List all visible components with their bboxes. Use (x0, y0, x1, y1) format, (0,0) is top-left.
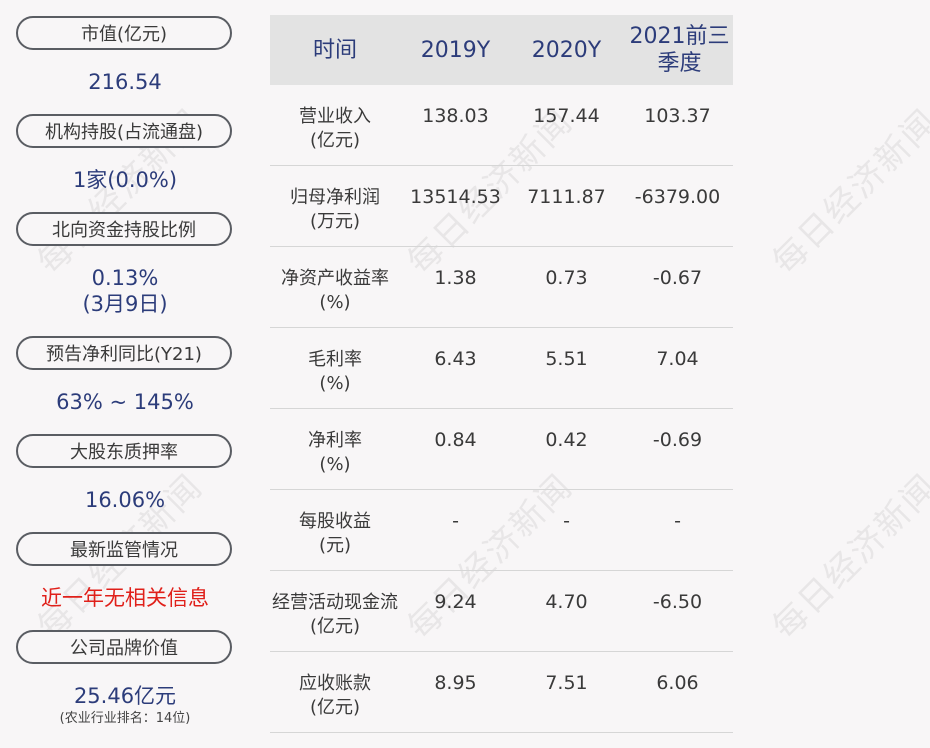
table-row: 净利率 (%) 0.84 0.42 -0.69 (270, 409, 733, 490)
northbound-holding-date: (3月9日) (82, 292, 168, 316)
table-cell: 103.37 (644, 105, 711, 127)
row-label-name: 毛利率 (308, 349, 362, 370)
row-label-name: 经营活动现金流 (272, 592, 398, 613)
row-label: 归母净利润 (万元) (270, 186, 400, 234)
row-label: 经营活动现金流 (亿元) (270, 591, 400, 639)
row-label: 营业收入 (亿元) (270, 105, 400, 153)
row-label-unit: (亿元) (309, 697, 361, 718)
table-row: 每股收益 (元) - - - (270, 490, 733, 571)
table-row: 经营活动现金流 (亿元) 9.24 4.70 -6.50 (270, 571, 733, 652)
table-cell: - (563, 510, 570, 532)
pledge-ratio-label: 大股东质押率 (16, 434, 232, 468)
row-label-unit: (%) (319, 373, 351, 394)
table-cell: 9.24 (434, 591, 477, 613)
northbound-holding-value: 0.13% (91, 266, 159, 290)
table-row: 净资产收益率 (%) 1.38 0.73 -0.67 (270, 247, 733, 328)
row-label: 毛利率 (%) (270, 348, 400, 396)
institutional-holding-label: 机构持股(占流通盘) (16, 114, 232, 148)
header-time: 时间 (312, 37, 357, 63)
row-label-name: 净利率 (308, 430, 362, 451)
row-label-unit: (亿元) (309, 616, 361, 637)
profit-forecast-label: 预告净利同比(Y21) (16, 336, 232, 370)
table-cell: 138.03 (422, 105, 489, 127)
row-label: 每股收益 (元) (270, 510, 400, 558)
table-cell: - (452, 510, 459, 532)
table-header: 时间 2019Y 2020Y 2021前三季度 (270, 15, 733, 85)
profit-forecast-value: 63% ~ 145% (56, 390, 194, 414)
table-cell: 13514.53 (410, 186, 501, 208)
row-label: 应收账款 (亿元) (270, 672, 400, 720)
market-cap-value: 216.54 (88, 70, 162, 94)
row-label-name: 应收账款 (299, 673, 371, 694)
table-row: 应收账款 (亿元) 8.95 7.51 6.06 (270, 652, 733, 733)
row-label-name: 每股收益 (299, 511, 371, 532)
brand-value-label: 公司品牌价值 (16, 630, 232, 664)
table-cell: 0.84 (434, 429, 477, 451)
northbound-holding-label: 北向资金持股比例 (16, 212, 232, 246)
brand-value-value: 25.46亿元 (73, 684, 177, 708)
regulatory-status-label: 最新监管情况 (16, 532, 232, 566)
row-label-unit: (%) (319, 292, 351, 313)
header-2021q3-label: 2021前三季度 (629, 24, 730, 76)
table-cell: 5.51 (545, 348, 588, 370)
table-cell: 8.95 (434, 672, 477, 694)
row-label-name: 归母净利润 (290, 187, 380, 208)
market-cap-label: 市值(亿元) (16, 16, 232, 50)
table-cell: 6.43 (434, 348, 477, 370)
header-2021q3: 2021前三季度 (622, 15, 733, 85)
header-2020: 2020Y (531, 37, 602, 63)
row-label-unit: (%) (319, 454, 351, 475)
header-2019: 2019Y (420, 37, 491, 63)
table-cell: -0.69 (652, 429, 703, 451)
row-label-name: 净资产收益率 (281, 268, 389, 289)
table-cell: 4.70 (545, 591, 588, 613)
table-cell: 0.42 (545, 429, 588, 451)
brand-value-rank: (农业行业排名：14位) (59, 711, 191, 726)
table-cell: 7.51 (545, 672, 588, 694)
table-cell: 6.06 (656, 672, 699, 694)
table-cell: 7.04 (656, 348, 699, 370)
row-label-unit: (亿元) (309, 130, 361, 151)
row-label: 净资产收益率 (%) (270, 267, 400, 315)
table-cell: 7111.87 (527, 186, 606, 208)
table-cell: 0.73 (545, 267, 588, 289)
table-row: 营业收入 (亿元) 138.03 157.44 103.37 (270, 85, 733, 166)
row-label: 净利率 (%) (270, 429, 400, 477)
table-row: 毛利率 (%) 6.43 5.51 7.04 (270, 328, 733, 409)
watermark: 每日经济新闻 (764, 101, 930, 283)
row-label-unit: (万元) (309, 211, 361, 232)
financial-table: 时间 2019Y 2020Y 2021前三季度 营业收入 (亿元) 138.03 … (270, 15, 733, 733)
table-cell: 157.44 (533, 105, 600, 127)
table-cell: 1.38 (434, 267, 477, 289)
institutional-holding-value: 1家(0.0%) (72, 168, 178, 192)
table-cell: - (674, 510, 681, 532)
regulatory-status-value: 近一年无相关信息 (41, 586, 209, 610)
table-cell: -6.50 (652, 591, 703, 613)
watermark: 每日经济新闻 (764, 466, 930, 648)
table-cell: -0.67 (652, 267, 703, 289)
row-label-name: 营业收入 (299, 106, 371, 127)
row-label-unit: (元) (318, 535, 352, 556)
table-cell: -6379.00 (634, 186, 721, 208)
pledge-ratio-value: 16.06% (84, 488, 166, 512)
table-row: 归母净利润 (万元) 13514.53 7111.87 -6379.00 (270, 166, 733, 247)
